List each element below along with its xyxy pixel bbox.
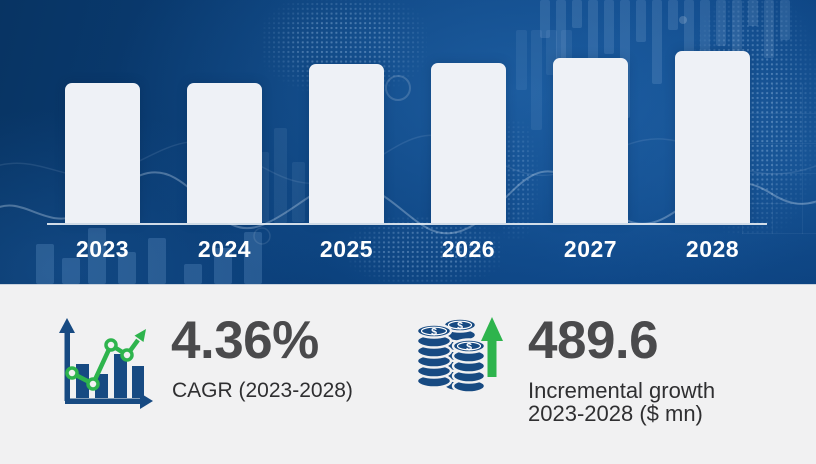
background-bar bbox=[604, 0, 614, 54]
background-bar bbox=[118, 252, 136, 284]
dollar-sign: $ bbox=[431, 326, 437, 338]
background-bar bbox=[88, 228, 106, 284]
background-bar bbox=[572, 0, 582, 28]
bar-2024 bbox=[187, 83, 262, 223]
bar-chart bbox=[65, 0, 750, 223]
coins-up-arrow-icon: $$$ bbox=[415, 317, 503, 394]
incremental-label-line2: 2023-2028 ($ mn) bbox=[528, 401, 703, 426]
cagr-value: 4.36% bbox=[171, 311, 319, 370]
background-bar bbox=[700, 0, 710, 98]
growth-line bbox=[65, 329, 146, 391]
background-bar bbox=[588, 0, 598, 92]
chart-section: 2023 2024 2025 2026 2027 2028 bbox=[0, 0, 816, 284]
year-labels-row: 2023 2024 2025 2026 2027 2028 bbox=[65, 236, 750, 263]
up-arrow-icon bbox=[481, 317, 503, 377]
year-label-2023: 2023 bbox=[75, 236, 130, 262]
dollar-sign: $ bbox=[457, 320, 463, 332]
incremental-label: Incremental growth 2023-2028 ($ mn) bbox=[528, 379, 715, 425]
background-bar bbox=[274, 128, 287, 223]
background-bar bbox=[780, 0, 790, 40]
bar-2025 bbox=[309, 64, 384, 223]
dollar-sign: $ bbox=[466, 341, 472, 353]
incremental-label-line1: Incremental growth bbox=[528, 378, 716, 403]
incremental-value: 489.6 bbox=[528, 311, 659, 370]
growth-chart-icon bbox=[59, 318, 153, 409]
background-bar bbox=[244, 232, 262, 284]
bar-2028 bbox=[675, 51, 750, 223]
background-bar bbox=[556, 0, 566, 66]
coin-stacks: $$$ bbox=[415, 317, 487, 394]
background-bar bbox=[148, 238, 166, 284]
background-bar bbox=[36, 244, 54, 284]
background-bar bbox=[652, 0, 662, 84]
cagr-label: CAGR (2023-2028) bbox=[172, 379, 353, 402]
background-bar bbox=[636, 0, 646, 42]
bar-2027 bbox=[553, 58, 628, 223]
year-label-2028: 2028 bbox=[685, 236, 740, 262]
year-label-2025: 2025 bbox=[319, 236, 374, 262]
year-label-2026: 2026 bbox=[441, 236, 496, 262]
background-bar bbox=[540, 0, 550, 38]
background-bar bbox=[748, 0, 758, 26]
background-bar bbox=[214, 248, 232, 284]
background-bar bbox=[292, 162, 305, 222]
stats-panel: 4.36% CAGR (2023-2028) $ $ $ 489.6 Increme… bbox=[0, 284, 816, 464]
background-bar bbox=[764, 0, 774, 58]
year-label-2024: 2024 bbox=[197, 236, 252, 262]
background-bar bbox=[732, 0, 742, 74]
year-label-2027: 2027 bbox=[563, 236, 618, 262]
background-bar bbox=[184, 264, 202, 284]
bar-2023 bbox=[65, 83, 140, 223]
bar-2026 bbox=[431, 63, 506, 223]
background-bar bbox=[668, 0, 678, 30]
background-bar bbox=[62, 258, 80, 284]
background-bar bbox=[684, 0, 694, 64]
background-grid bbox=[742, 84, 816, 234]
background-bar bbox=[546, 30, 557, 75]
x-axis-line bbox=[47, 223, 767, 225]
background-bar bbox=[516, 30, 527, 90]
world-map-dots bbox=[348, 216, 503, 284]
background-bar bbox=[531, 30, 542, 130]
background-bar bbox=[716, 0, 726, 46]
